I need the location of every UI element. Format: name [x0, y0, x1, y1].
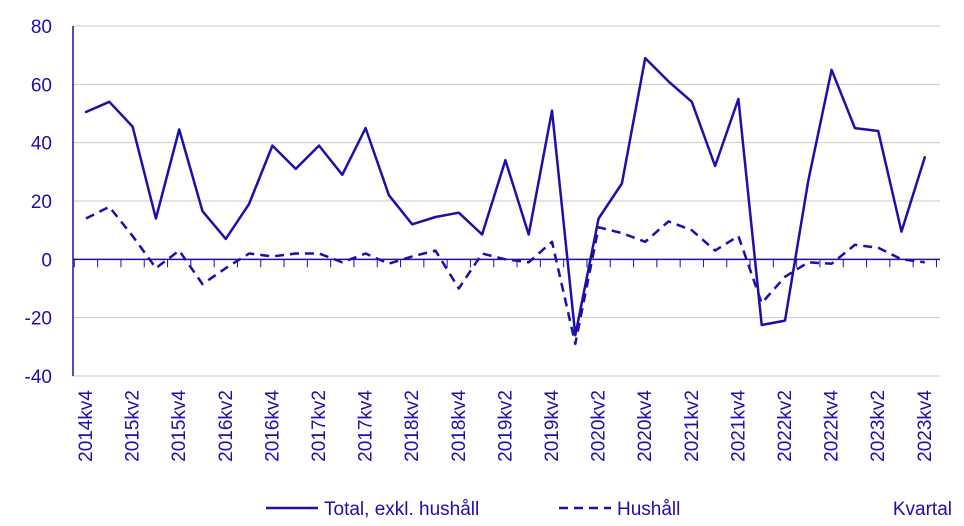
x-tick-label: 2019kv2 — [495, 390, 516, 462]
series-line-total — [84, 56, 927, 337]
x-tick-label: 2020kv2 — [589, 390, 610, 462]
x-axis-label: Kvartal — [893, 499, 952, 520]
x-tick-label: 2021kv2 — [682, 390, 703, 462]
x-tick-label: 2016kv2 — [216, 390, 237, 462]
x-tick-label: 2018kv4 — [449, 390, 470, 462]
y-tick-label: -40 — [25, 367, 52, 388]
legend: Total, exkl. hushåll Hushåll Kvartal — [266, 499, 952, 520]
y-tick-label: -20 — [25, 309, 52, 330]
x-tick-label: 2020kv4 — [635, 390, 656, 462]
gridlines — [73, 25, 940, 377]
legend-label-total: Total, exkl. hushåll — [324, 499, 479, 520]
x-tick-label: 2021kv4 — [728, 390, 749, 462]
y-tick-label: 40 — [31, 134, 52, 155]
y-tick-label: 0 — [41, 250, 52, 271]
y-axis-ticks: -40 -20 0 20 40 60 80 — [25, 17, 52, 388]
series-line-hushall — [85, 205, 925, 346]
y-tick-label: 20 — [31, 192, 52, 213]
x-axis-ticks: 2014kv4 2015kv2 2015kv4 2016kv2 2016kv4 2017k… — [73, 259, 937, 462]
x-tick-label: 2022kv2 — [775, 390, 796, 462]
x-tick-label: 2017kv2 — [309, 390, 330, 462]
x-tick-label: 2014kv4 — [76, 390, 97, 462]
x-tick-label: 2015kv2 — [123, 390, 144, 462]
legend-label-hushall: Hushåll — [617, 499, 680, 520]
x-tick-label: 2016kv4 — [262, 390, 283, 462]
y-tick-label: 80 — [31, 17, 52, 38]
x-tick-label: 2023kv4 — [915, 390, 936, 462]
x-tick-label: 2022kv4 — [822, 390, 843, 462]
x-tick-label: 2015kv4 — [169, 390, 190, 462]
x-tick-label: 2019kv4 — [542, 390, 563, 462]
y-tick-label: 60 — [31, 75, 52, 96]
x-tick-label: 2023kv2 — [868, 390, 889, 462]
x-tick-label: 2017kv4 — [356, 390, 377, 462]
series-lines — [84, 56, 927, 346]
x-tick-label: 2018kv2 — [402, 390, 423, 462]
